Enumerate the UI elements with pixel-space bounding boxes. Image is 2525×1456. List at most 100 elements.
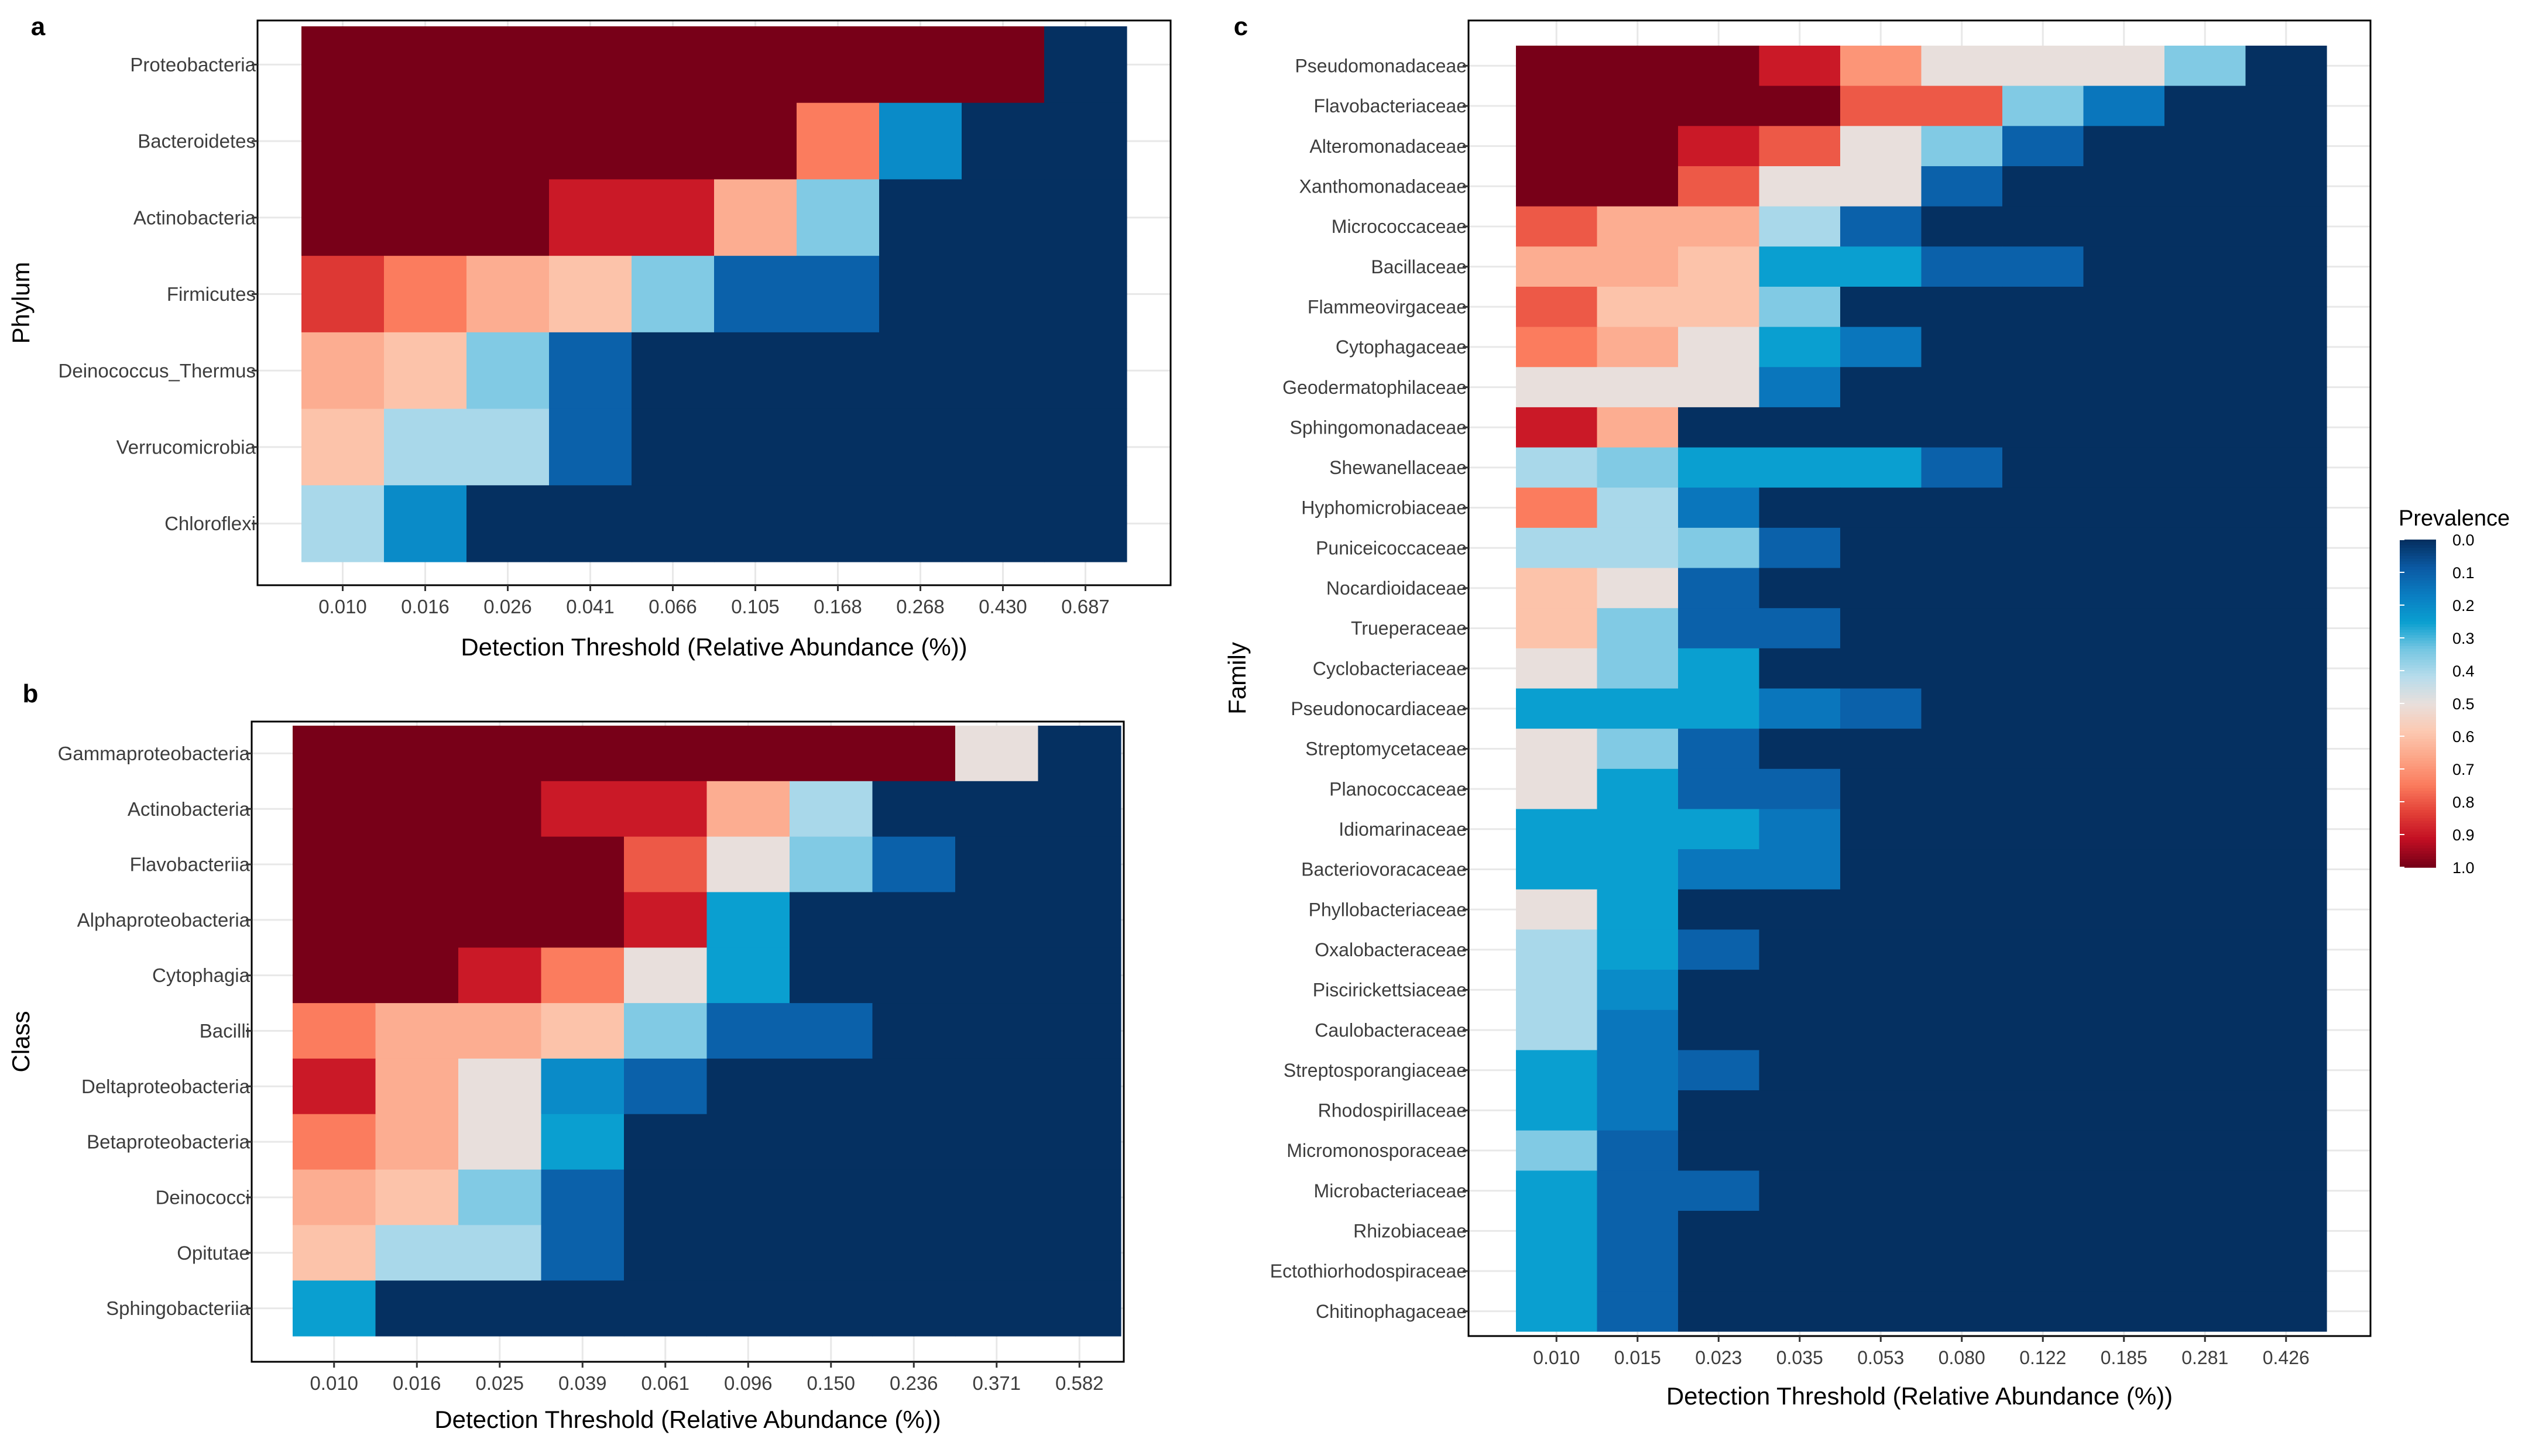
x-tick-label: 0.236 <box>890 1372 938 1394</box>
legend-color-step <box>2400 676 2436 679</box>
heatmap-cell <box>466 179 550 256</box>
legend-color-step <box>2400 698 2436 702</box>
y-tick-label: Chitinophagaceae <box>1316 1301 1467 1322</box>
heatmap-cell <box>2083 407 2165 448</box>
legend-color-step <box>2400 761 2436 764</box>
heatmap-cell <box>2083 929 2165 970</box>
heatmap-cell <box>1597 929 1679 970</box>
heatmap-cell <box>955 836 1039 893</box>
y-tick-label: Idiomarinaceae <box>1339 819 1467 840</box>
y-tick-label: Chloroflexi <box>164 513 256 534</box>
heatmap-cell <box>1921 246 2003 287</box>
panel-letter: b <box>23 679 39 708</box>
heatmap-cell <box>714 179 797 256</box>
heatmap-cell <box>2164 849 2246 890</box>
heatmap-cell <box>1921 327 2003 368</box>
heatmap-cell <box>1044 256 1127 333</box>
legend-color-step <box>2400 840 2436 843</box>
x-tick-label: 0.426 <box>2263 1347 2310 1368</box>
heatmap-cell <box>1840 1251 1922 1292</box>
heatmap-cell <box>1759 487 1841 528</box>
heatmap-cell <box>549 179 632 256</box>
y-tick-label: Bacteroidetes <box>138 131 256 152</box>
heatmap-cell <box>790 1003 873 1059</box>
heatmap-cell <box>624 892 708 948</box>
heatmap-cell <box>706 947 790 1004</box>
heatmap-cell <box>2002 407 2084 448</box>
heatmap-cell <box>879 256 962 333</box>
heatmap-cell <box>1921 889 2003 930</box>
legend-color-step <box>2400 823 2436 827</box>
heatmap-cell <box>2245 246 2327 287</box>
heatmap-cell <box>1597 407 1679 448</box>
heatmap-cell <box>1597 970 1679 1011</box>
legend-label: 0.6 <box>2452 728 2475 746</box>
heatmap-cell <box>1044 179 1127 256</box>
heatmap-cell <box>1921 85 2003 126</box>
y-tick-label: Geodermatophilaceae <box>1282 377 1467 398</box>
y-tick-label: Flammeovirgaceae <box>1308 296 1467 317</box>
heatmap-cell <box>541 781 625 837</box>
heatmap-cell <box>2245 1170 2327 1211</box>
heatmap-cell <box>1921 568 2003 609</box>
heatmap-cell <box>2083 286 2165 328</box>
heatmap-cell <box>1678 688 1760 729</box>
heatmap-cell <box>872 1225 956 1281</box>
y-tick-label: Firmicutes <box>167 283 256 305</box>
heatmap-cell <box>2002 568 2084 609</box>
heatmap-cell <box>1840 166 1922 207</box>
heatmap-cell <box>1678 1090 1760 1131</box>
heatmap-cell <box>624 1280 708 1337</box>
heatmap-cell <box>714 26 797 104</box>
legend-color-step <box>2400 558 2436 562</box>
legend-color-step <box>2400 728 2436 732</box>
y-tick-label: Verrucomicrobia <box>116 436 256 458</box>
heatmap-cell <box>1597 327 1679 368</box>
legend-color-step <box>2400 619 2436 622</box>
heatmap-cell <box>2083 849 2165 890</box>
heatmap-cell <box>1516 407 1598 448</box>
heatmap-cell <box>790 1114 873 1170</box>
legend-label: 0.7 <box>2452 761 2475 778</box>
x-tick-label: 0.053 <box>1857 1347 1904 1368</box>
heatmap-cell <box>790 892 873 948</box>
heatmap-cell <box>1759 1291 1841 1332</box>
heatmap-cell <box>706 1280 790 1337</box>
heatmap-cell <box>962 332 1045 410</box>
heatmap-cell <box>2245 1251 2327 1292</box>
heatmap-cell <box>1516 648 1598 689</box>
heatmap-cell <box>624 1114 708 1170</box>
y-tick-label: Deltaproteobacteria <box>81 1076 251 1097</box>
heatmap-cell <box>2164 206 2246 247</box>
y-tick-label: Hyphomicrobiaceae <box>1301 497 1467 518</box>
heatmap-cell <box>1678 1009 1760 1051</box>
legend-color-step <box>2400 651 2436 655</box>
heatmap-cell <box>2083 1251 2165 1292</box>
x-tick-label: 0.371 <box>972 1372 1021 1394</box>
heatmap-cell <box>2164 367 2246 408</box>
heatmap-cell <box>955 1114 1039 1170</box>
heatmap-cell <box>2164 768 2246 810</box>
heatmap-cell <box>1921 1211 2003 1252</box>
heatmap-cell <box>1597 568 1679 609</box>
heatmap-cell <box>2245 568 2327 609</box>
heatmap-cell <box>1840 929 1922 970</box>
y-tick-label: Flavobacteriia <box>130 854 251 875</box>
heatmap-cell <box>1840 1050 1922 1091</box>
y-tick-label: Bacillaceae <box>1371 256 1467 277</box>
heatmap-cell <box>1516 527 1598 569</box>
heatmap-cell <box>1759 206 1841 247</box>
heatmap-cell <box>1921 1170 2003 1211</box>
heatmap-cell <box>1678 1130 1760 1171</box>
heatmap-cell <box>1678 46 1760 87</box>
heatmap-cell <box>706 1114 790 1170</box>
heatmap-cell <box>790 726 873 782</box>
heatmap-cell <box>1597 1130 1679 1171</box>
legend-color-step <box>2400 766 2436 770</box>
y-tick-label: Puniceicoccaceae <box>1316 537 1467 558</box>
heatmap-cell <box>1678 768 1760 810</box>
heatmap-cell <box>458 726 542 782</box>
legend-color-step <box>2400 597 2436 600</box>
heatmap-cell <box>2083 246 2165 287</box>
